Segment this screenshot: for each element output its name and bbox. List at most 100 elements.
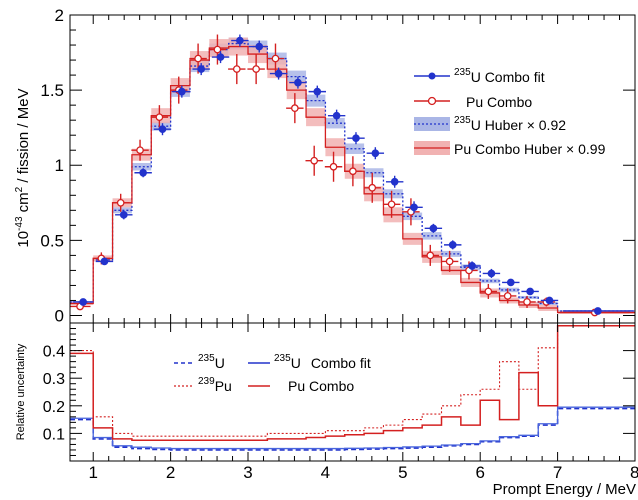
pu-combo-point (266, 43, 285, 74)
top-points (69, 34, 633, 317)
u-combo-fit-point (289, 76, 307, 89)
u-combo-fit-point (269, 67, 288, 80)
u-combo-fit-point (115, 210, 133, 220)
pu-combo-point (344, 156, 362, 187)
svg-text:235U Combo fit: 235U Combo fit (454, 67, 545, 85)
pu-combo-point (363, 172, 381, 203)
x-tick-label: 4 (321, 463, 330, 482)
u-combo-fit-point (72, 298, 94, 306)
pu239-uncertainty-line (70, 325, 635, 437)
u-combo-fit-point (463, 261, 481, 271)
x-axis-label: Prompt Energy / MeV (493, 481, 636, 498)
bottom-y-ticks: 0.1 0.2 0.3 0.4 (43, 328, 635, 456)
pu-combo-point (382, 190, 401, 218)
legend-pu-huber: Pu Combo Huber × 0.99 (414, 141, 606, 157)
top-y-ticks: 0 0.5 1 1.5 2 (40, 6, 635, 325)
x-tick-label: 2 (166, 463, 175, 482)
top-x-ticks (92, 15, 621, 323)
u-combo-fit-point (444, 240, 462, 250)
u-huber-band-bin (383, 189, 403, 199)
bottom-y-tick-label: 0.1 (43, 426, 65, 443)
u-combo-fit-point (563, 307, 633, 315)
u-combo-fit-point (482, 268, 501, 278)
bottom-x-ticks: 1 2 3 4 5 6 7 8 (88, 323, 638, 482)
svg-text:Pu Combo: Pu Combo (288, 378, 354, 394)
bottom-y-axis-label: Relative uncertainty (15, 343, 27, 440)
legend-pu-combo-unc: Pu Combo (248, 378, 354, 394)
u-combo-fit-point (250, 40, 268, 53)
u-combo-fit-point (308, 85, 326, 98)
pu-combo-point (324, 151, 343, 182)
top-y-axis-label: 10-43 cm2 / fission / MeV (14, 88, 32, 247)
pu-combo-point (150, 105, 169, 130)
u-huber-band-bin (131, 162, 152, 171)
pu-combo-point (305, 145, 323, 176)
u-combo-fit-point (424, 223, 443, 233)
u-combo-fit-point (173, 85, 191, 98)
pu-combo-point (498, 288, 517, 304)
svg-text:235U: 235U (198, 353, 225, 371)
top-y-tick-label: 0 (55, 306, 64, 325)
top-y-tick-label: 0.5 (40, 231, 64, 250)
u-combo-fit-point (366, 147, 385, 160)
svg-text:239Pu: 239Pu (198, 376, 232, 394)
bottom-plot-frame (69, 322, 636, 462)
u-combo-fit-point (327, 109, 346, 122)
u235-combo-fit-uncertainty-line (70, 406, 635, 450)
pu-combo-point (247, 54, 265, 85)
pu-combo-point (111, 193, 130, 212)
u235-uncertainty-line (70, 407, 635, 451)
u-combo-fit-point (211, 51, 230, 64)
x-tick-label: 5 (398, 463, 407, 482)
u-combo-fit-point (231, 34, 249, 47)
bottom-legend: 235U 235U Combo fit 239Pu Pu Combo (174, 353, 371, 394)
legend-u-combo-fit: 235U Combo fit (414, 67, 545, 85)
top-y-tick-label: 1.5 (40, 81, 64, 100)
x-tick-label: 3 (243, 463, 252, 482)
u-combo-fit-point (347, 132, 365, 145)
x-tick-label: 6 (475, 463, 484, 482)
u-huber-band-bin (112, 207, 132, 214)
pu-combo-point (131, 139, 149, 161)
bottom-y-tick-label: 0.2 (43, 399, 65, 416)
u-combo-fit-point (405, 201, 423, 214)
u-combo-fit-point (502, 278, 520, 287)
pu-combo-point (479, 283, 498, 299)
top-y-tick-label: 1 (55, 156, 64, 175)
pu-combo-uncertainty-line (70, 325, 635, 442)
u-huber-band-bin (480, 278, 500, 284)
svg-text:Pu Combo Huber × 0.99: Pu Combo Huber × 0.99 (454, 141, 606, 157)
u-combo-fit-point (385, 175, 404, 188)
legend-pu-combo: Pu Combo (414, 94, 532, 110)
pu-combo-point (440, 250, 459, 272)
u-huber-band-bin (364, 168, 384, 178)
pu-combo-point (518, 295, 536, 308)
bottom-lines (70, 325, 635, 451)
u-huber-band-bin (325, 117, 345, 129)
bottom-y-tick-label: 0.3 (43, 371, 65, 388)
u-combo-fit-point (540, 296, 559, 305)
x-tick-label: 1 (88, 463, 97, 482)
legend-235u: 235U (174, 353, 225, 371)
pu-combo-point (228, 54, 246, 85)
u-combo-fit-point (134, 168, 152, 178)
u-huber-band-bin (518, 295, 539, 299)
legend-235u-combo-fit: 235U Combo fit (248, 353, 371, 371)
top-y-tick-label: 2 (55, 6, 64, 25)
u-combo-fit-point (95, 257, 114, 266)
pu-combo-point (402, 198, 420, 226)
pu-combo-point (208, 34, 227, 65)
pu-combo-point (421, 244, 439, 266)
legend-239pu: 239Pu (174, 376, 232, 394)
u-combo-fit-point (192, 63, 210, 76)
top-legend: 235U Combo fit Pu Combo 235U Huber × 0.9… (414, 67, 606, 157)
x-tick-label: 8 (630, 463, 638, 482)
svg-text:235U Huber × 0.92: 235U Huber × 0.92 (454, 115, 566, 133)
x-tick-label: 7 (553, 463, 562, 482)
u-combo-fit-point (521, 287, 539, 296)
u-combo-fit-point (153, 123, 172, 136)
pu-combo-point (286, 93, 304, 124)
legend-u-huber: 235U Huber × 0.92 (414, 115, 566, 133)
svg-text:Pu Combo: Pu Combo (466, 94, 532, 110)
